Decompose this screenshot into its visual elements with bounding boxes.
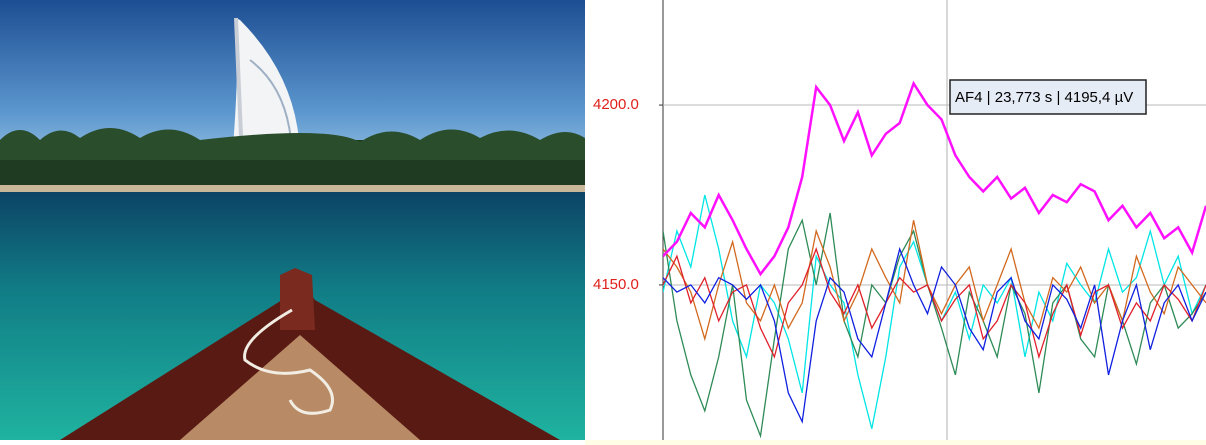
page: {"chart_data": {"type": "line", "annotat… (0, 0, 1206, 445)
tooltip-text: AF4 | 23,773 s | 4195,4 µV (955, 89, 1133, 106)
photo (0, 0, 585, 440)
tooltip: AF4 | 23,773 s | 4195,4 µV (950, 80, 1146, 114)
y-tick-label: 4150.0 (593, 276, 639, 293)
grid (659, 105, 1206, 285)
series-line (663, 249, 1206, 422)
footer-strip (585, 440, 1206, 445)
series-line (663, 220, 1206, 339)
series-group (663, 84, 1206, 437)
chart: AF4 | 23,773 s | 4195,4 µV 4150.0 4200.0 (0, 0, 1206, 445)
y-tick-label: 4200.0 (593, 96, 639, 113)
series-line (663, 249, 1206, 357)
